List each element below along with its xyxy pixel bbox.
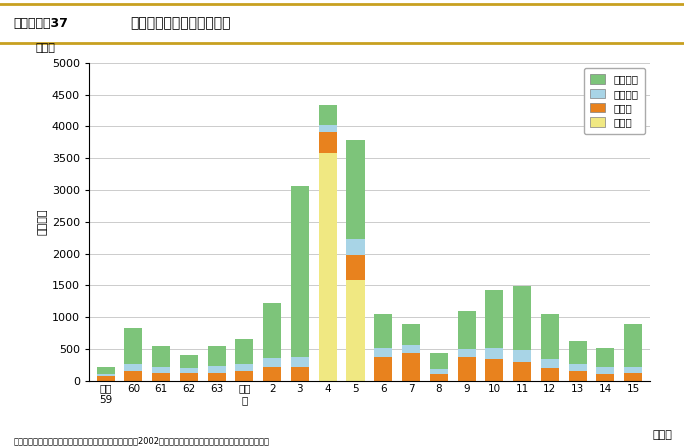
Bar — [235, 364, 254, 371]
Bar — [513, 362, 531, 381]
Bar — [374, 314, 392, 349]
Bar — [291, 357, 309, 367]
Bar — [208, 373, 226, 381]
Bar — [347, 255, 365, 280]
Bar — [319, 132, 337, 153]
Bar — [374, 349, 392, 357]
Bar — [402, 353, 420, 381]
Bar — [624, 367, 642, 373]
Bar — [124, 328, 142, 364]
Bar — [485, 348, 503, 359]
Bar — [485, 290, 503, 348]
Bar — [96, 376, 115, 381]
Bar — [124, 370, 142, 381]
Bar — [513, 349, 531, 362]
Bar — [263, 358, 281, 367]
Bar — [624, 373, 642, 381]
Bar — [124, 364, 142, 370]
Bar — [347, 280, 365, 381]
Bar — [541, 358, 559, 368]
Bar — [374, 357, 392, 381]
Bar — [208, 346, 226, 366]
Bar — [458, 349, 475, 357]
Bar — [430, 374, 448, 381]
Y-axis label: 発生件数: 発生件数 — [38, 208, 48, 235]
Bar — [263, 367, 281, 381]
Bar — [180, 373, 198, 381]
Bar — [347, 239, 365, 255]
Bar — [596, 348, 614, 367]
Bar — [568, 364, 587, 371]
Bar — [152, 373, 170, 381]
Bar — [152, 346, 170, 367]
Bar — [291, 186, 309, 357]
Bar — [624, 324, 642, 367]
Bar — [291, 367, 309, 381]
Text: （年）: （年） — [653, 430, 672, 440]
Bar — [180, 355, 198, 368]
Bar — [541, 314, 559, 358]
Bar — [596, 367, 614, 375]
Bar — [596, 375, 614, 381]
Text: 土砂災害の発生状況の推移: 土砂災害の発生状況の推移 — [130, 17, 231, 30]
Bar — [235, 371, 254, 381]
Bar — [541, 368, 559, 381]
Bar — [568, 341, 587, 364]
Bar — [402, 324, 420, 345]
Bar — [319, 105, 337, 125]
Bar — [180, 368, 198, 373]
Bar — [513, 286, 531, 349]
Bar — [347, 140, 365, 239]
Bar — [319, 125, 337, 132]
Bar — [96, 367, 115, 375]
Bar — [458, 357, 475, 381]
Bar — [208, 366, 226, 373]
Bar — [96, 375, 115, 376]
Text: （件）: （件） — [36, 43, 55, 53]
Bar — [458, 311, 475, 349]
Bar — [235, 340, 254, 364]
Bar — [402, 345, 420, 353]
Bar — [319, 153, 337, 381]
Bar — [430, 353, 448, 369]
Bar — [430, 369, 448, 374]
Bar — [152, 367, 170, 373]
Bar — [263, 302, 281, 358]
Bar — [485, 359, 503, 381]
Bar — [568, 371, 587, 381]
Legend: がけ崩れ, 地すべり, 土石流, 火砕流: がけ崩れ, 地すべり, 土石流, 火砕流 — [584, 68, 644, 134]
Text: 図２－４－37: 図２－４－37 — [14, 17, 68, 30]
Text: （（財）砂防・地すべり技術センター「土砂災害の実態2002」及び国土交通省砂防部資料より内閣府作成。）: （（財）砂防・地すべり技術センター「土砂災害の実態2002」及び国土交通省砂防部… — [14, 437, 269, 446]
